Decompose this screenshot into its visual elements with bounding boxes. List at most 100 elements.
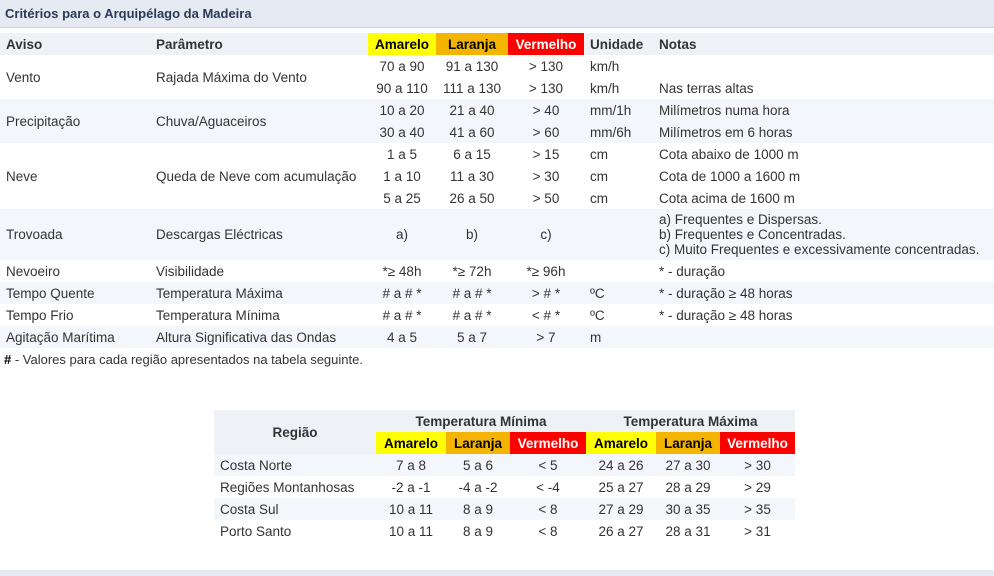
amarelo-cell: 1 a 10 <box>368 165 436 187</box>
vermelho-cell: > 15 <box>508 143 584 165</box>
laranja-cell: 5 a 7 <box>436 326 508 348</box>
laranja-cell: # a # * <box>436 282 508 304</box>
regiao-cell: Costa Norte <box>214 454 376 476</box>
page-title: Critérios para o Arquipélago da Madeira <box>5 6 252 21</box>
header-laranja: Laranja <box>446 432 510 454</box>
unidade-cell <box>584 209 653 260</box>
min-laranja-cell: 8 a 9 <box>462 523 494 539</box>
vermelho-cell: > 50 <box>508 187 584 209</box>
vermelho-cell: c) <box>508 209 584 260</box>
max-laranja-cell: 30 a 35 <box>656 498 720 520</box>
note-line: c) Muito Frequentes e excessivamente con… <box>659 242 980 257</box>
unidade-cell: km/h <box>584 55 653 77</box>
unidade-cell: km/h <box>584 77 653 99</box>
bottom-bar <box>0 570 994 576</box>
header-aviso: Aviso <box>0 33 150 55</box>
amarelo-cell: 5 a 25 <box>368 187 436 209</box>
notas-cell: Milímetros numa hora <box>653 99 994 121</box>
notas-cell: a) Frequentes e Dispersas. b) Frequentes… <box>653 209 994 260</box>
table-row: 5 a 25 26 a 50 > 50 cm Cota acima de 160… <box>0 187 994 209</box>
note-line: b) Frequentes e Concentradas. <box>659 227 846 242</box>
amarelo-cell: *≥ 48h <box>368 260 436 282</box>
max-amarelo-cell: 24 a 26 <box>586 454 656 476</box>
header-vermelho: Vermelho <box>508 33 584 55</box>
table-row: Tempo Quente Temperatura Máxima # a # * … <box>0 282 994 304</box>
notas-cell: * - duração ≥ 48 horas <box>653 282 994 304</box>
regions-table: Região Temperatura Mínima Temperatura Má… <box>214 410 795 542</box>
aviso-cell: Tempo Quente <box>0 282 150 304</box>
parametro-cell: Altura Significativa das Ondas <box>150 326 368 348</box>
min-amarelo-cell: -2 a -1 <box>391 479 431 495</box>
vermelho-cell: > 60 <box>508 121 584 143</box>
table-row: 1 a 10 11 a 30 > 30 cm Cota de 1000 a 16… <box>0 165 994 187</box>
unidade-cell: ºC <box>584 282 653 304</box>
laranja-cell: b) <box>436 209 508 260</box>
min-vermelho-cell: < 8 <box>510 498 586 520</box>
parametro-cell: Descargas Eléctricas <box>150 209 368 260</box>
unidade-cell: m <box>584 326 653 348</box>
criteria-table: Aviso Parâmetro Amarelo Laranja Vermelho… <box>0 33 994 348</box>
vermelho-cell: < # * <box>508 304 584 326</box>
aviso-cell: Vento <box>0 55 150 99</box>
notas-cell: * - duração ≥ 48 horas <box>653 304 994 326</box>
parametro-cell: Visibilidade <box>150 260 368 282</box>
unidade-cell: mm/6h <box>584 121 653 143</box>
laranja-cell: 11 a 30 <box>436 165 508 187</box>
table-row: Regiões Montanhosas -2 a -1 -4 a -2 < -4… <box>214 476 795 498</box>
criteria-header-row: Aviso Parâmetro Amarelo Laranja Vermelho… <box>0 33 994 55</box>
amarelo-cell: a) <box>368 209 436 260</box>
table-row: Agitação Marítima Altura Significativa d… <box>0 326 994 348</box>
page-title-bar: Critérios para o Arquipélago da Madeira <box>0 0 994 28</box>
aviso-cell: Tempo Frio <box>0 304 150 326</box>
table-row: Porto Santo 10 a 11 8 a 9 < 8 26 a 27 28… <box>214 520 795 542</box>
footnote-text: - Valores para cada região apresentados … <box>11 352 363 367</box>
amarelo-cell: # a # * <box>368 304 436 326</box>
laranja-cell: # a # * <box>436 304 508 326</box>
notas-cell: * - duração <box>653 260 994 282</box>
min-vermelho-cell: < 5 <box>510 454 586 476</box>
min-amarelo-cell: 10 a 11 <box>388 523 434 539</box>
aviso-cell: Precipitação <box>0 99 150 143</box>
parametro-cell: Queda de Neve com acumulação <box>150 143 368 209</box>
header-amarelo: Amarelo <box>368 33 436 55</box>
min-laranja-cell: -4 a -2 <box>458 479 498 495</box>
max-vermelho-cell: > 35 <box>720 498 795 520</box>
header-regiao: Região <box>214 410 376 454</box>
laranja-cell: 91 a 130 <box>436 55 508 77</box>
notas-cell <box>653 55 994 77</box>
table-row: Tempo Frio Temperatura Mínima # a # * # … <box>0 304 994 326</box>
amarelo-cell: # a # * <box>368 282 436 304</box>
parametro-cell: Temperatura Máxima <box>150 282 368 304</box>
max-amarelo-cell: 25 a 27 <box>598 479 644 495</box>
header-vermelho: Vermelho <box>720 432 795 454</box>
note-line: a) Frequentes e Dispersas. <box>659 212 822 227</box>
table-row: Costa Norte 7 a 8 5 a 6 < 5 24 a 26 27 a… <box>214 454 795 476</box>
table-row: Costa Sul 10 a 11 8 a 9 < 8 27 a 29 30 a… <box>214 498 795 520</box>
vermelho-cell: > 40 <box>508 99 584 121</box>
laranja-cell: 41 a 60 <box>436 121 508 143</box>
notas-cell: Cota abaixo de 1000 m <box>653 143 994 165</box>
regiao-cell: Porto Santo <box>220 523 292 539</box>
amarelo-cell: 10 a 20 <box>368 99 436 121</box>
min-laranja-cell: 8 a 9 <box>446 498 510 520</box>
unidade-cell: ºC <box>584 304 653 326</box>
header-parametro: Parâmetro <box>150 33 368 55</box>
regiao-cell: Costa Sul <box>214 498 376 520</box>
regions-header-row: Região Temperatura Mínima Temperatura Má… <box>214 410 795 454</box>
unidade-cell: cm <box>584 165 653 187</box>
table-row: Precipitação Chuva/Aguaceiros 10 a 20 21… <box>0 99 994 143</box>
header-vermelho: Vermelho <box>510 432 586 454</box>
laranja-cell: *≥ 72h <box>436 260 508 282</box>
max-laranja-cell: 27 a 30 <box>656 454 720 476</box>
table-row: Nevoeiro Visibilidade *≥ 48h *≥ 72h *≥ 9… <box>0 260 994 282</box>
min-amarelo-cell: 7 a 8 <box>376 454 446 476</box>
header-unidade: Unidade <box>584 33 653 55</box>
laranja-cell: 111 a 130 <box>436 77 508 99</box>
aviso-cell: Neve <box>0 143 150 209</box>
header-temp-min: Temperatura Mínima <box>376 410 586 432</box>
header-laranja: Laranja <box>656 432 720 454</box>
unidade-cell: cm <box>584 143 653 165</box>
footnote-symbol: # <box>4 352 12 367</box>
amarelo-cell: 1 a 5 <box>368 143 436 165</box>
vermelho-cell: > 130 <box>508 55 584 77</box>
